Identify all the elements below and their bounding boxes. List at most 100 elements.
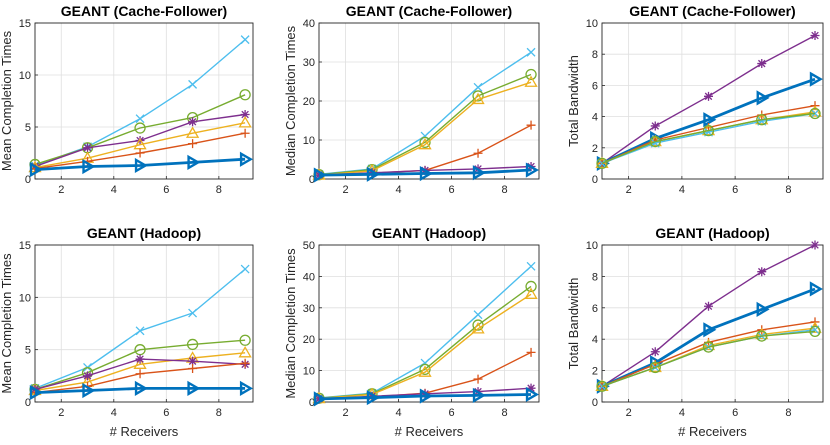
- data-point-s5: [809, 107, 821, 120]
- chart-panel-3: 2 4 6 8 0 2 4 6 8 10 GEANT (Cache-Follower) Total B…: [566, 3, 824, 196]
- data-point-s2: [526, 120, 536, 130]
- x-tick-label: 4: [679, 184, 685, 196]
- y-tick-label: 8: [592, 49, 598, 61]
- x-tick-label: 2: [342, 184, 348, 196]
- y-tick-label: 0: [592, 174, 598, 186]
- axes-box: [601, 244, 824, 403]
- y-axis-label: Mean Completion Times: [0, 253, 14, 394]
- data-point-s4: [83, 143, 93, 153]
- y-axis-label: Total Bandwidth: [566, 278, 581, 370]
- data-point-s3: [471, 92, 485, 105]
- data-point-s4: [188, 356, 198, 366]
- data-point-s5: [186, 338, 199, 351]
- data-point-s5: [134, 122, 146, 134]
- data-point-s5: [702, 124, 715, 137]
- data-point-s3: [185, 126, 200, 138]
- y-tick-label: 2: [592, 143, 598, 155]
- data-point-s1: [239, 380, 254, 396]
- y-tick-label: 10: [19, 70, 31, 82]
- data-point-s2: [188, 139, 198, 149]
- y-tick-label: 50: [303, 240, 315, 252]
- y-tick-label: 15: [19, 240, 31, 252]
- series-line-s1: [318, 393, 532, 401]
- y-tick-label: 0: [309, 174, 315, 186]
- y-tick-label: 20: [303, 96, 315, 108]
- data-point-s4: [526, 383, 536, 393]
- chart-title: GEANT (Hadoop): [655, 225, 769, 241]
- data-point-s2: [473, 374, 483, 384]
- series-s1: [29, 380, 254, 401]
- plot-area: [602, 23, 823, 179]
- series-s1: [313, 162, 539, 183]
- data-point-s5: [649, 135, 661, 148]
- chart-panel-2: 2 4 6 8 0 10 20 30 40 GEANT (Cache-Follower) Media…: [283, 3, 540, 196]
- data-point-s1: [809, 71, 823, 87]
- data-point-s1: [419, 165, 433, 182]
- data-point-s6: [135, 326, 145, 336]
- series-s5: [596, 107, 821, 170]
- data-point-s1: [187, 154, 201, 170]
- data-point-s3: [133, 357, 147, 369]
- data-point-s6: [526, 47, 536, 57]
- series-line-s3: [318, 293, 532, 400]
- chart-title: GEANT (Cache-Follower): [629, 3, 795, 19]
- plot-area: [602, 245, 823, 402]
- y-tick-label: 5: [25, 345, 31, 357]
- chart-panel-5: 2 4 6 8 0 10 20 30 40 50 GEANT (Hadoop) Median Comp…: [283, 225, 540, 439]
- series-s1: [29, 151, 254, 178]
- data-point-s3: [418, 137, 432, 150]
- y-tick-label: 30: [303, 303, 315, 315]
- data-point-s5: [525, 68, 537, 81]
- data-point-s1: [809, 281, 823, 297]
- series-s5: [596, 325, 821, 392]
- data-point-s5: [809, 325, 821, 338]
- data-point-s4: [135, 136, 145, 146]
- data-point-s5: [239, 89, 251, 101]
- y-tick-label: 10: [19, 292, 31, 304]
- y-tick-label: 15: [19, 18, 31, 30]
- data-point-s5: [525, 280, 537, 293]
- x-tick-label: 2: [58, 184, 64, 196]
- plot-area: [35, 245, 253, 402]
- data-point-s2: [135, 148, 145, 158]
- x-tick-label: 6: [732, 407, 738, 419]
- plot-area: [319, 245, 539, 402]
- data-point-s1: [366, 166, 380, 182]
- data-point-s6: [240, 264, 250, 274]
- series-s1: [313, 386, 539, 407]
- x-tick-label: 8: [216, 184, 222, 196]
- data-point-s5: [239, 334, 251, 346]
- series-line-s1: [34, 386, 246, 394]
- data-point-s1: [82, 382, 96, 399]
- series-line-s1: [601, 287, 816, 388]
- y-tick-label: 10: [303, 135, 315, 147]
- data-point-s5: [649, 361, 661, 374]
- data-point-s4: [367, 168, 377, 178]
- data-point-s2: [188, 364, 198, 374]
- x-tick-label: 8: [216, 407, 222, 419]
- data-point-s3: [471, 322, 485, 334]
- x-axis-label: # Receivers: [110, 424, 179, 439]
- x-tick-label: 6: [163, 407, 169, 419]
- data-point-s6: [473, 82, 483, 92]
- y-tick-label: 20: [303, 334, 315, 346]
- data-point-s1: [313, 391, 327, 407]
- data-point-s1: [82, 158, 96, 175]
- x-tick-label: 4: [111, 407, 117, 419]
- series-s1: [596, 281, 823, 394]
- data-point-s3: [524, 75, 538, 87]
- series-line-s1: [318, 168, 532, 177]
- y-tick-label: 2: [592, 366, 598, 378]
- data-point-s4: [650, 121, 660, 131]
- data-point-s5: [419, 363, 431, 375]
- series-line-s5: [601, 112, 816, 165]
- y-axis-label: Median Completion Times: [283, 248, 298, 399]
- x-tick-label: 8: [501, 407, 507, 419]
- data-point-s5: [596, 380, 608, 392]
- data-point-s1: [756, 90, 770, 106]
- axes-box: [34, 244, 254, 403]
- y-axis-label: Median Completion Times: [283, 25, 298, 176]
- data-point-s1: [419, 388, 433, 404]
- plot-area: [35, 23, 253, 179]
